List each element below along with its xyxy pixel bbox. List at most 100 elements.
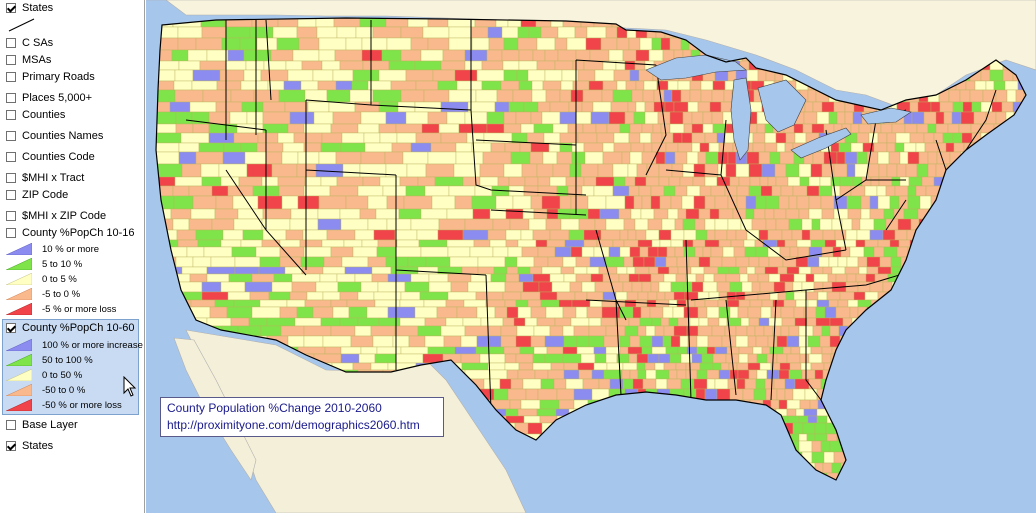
county-cell — [674, 185, 688, 197]
county-cell — [923, 132, 935, 144]
layer-counties-checkbox[interactable] — [6, 110, 16, 120]
layer-csas[interactable]: C SAs — [6, 35, 53, 51]
county-cell — [673, 325, 688, 337]
layer-msas-checkbox[interactable] — [6, 55, 16, 65]
county-cell — [935, 408, 950, 417]
county-cell — [448, 26, 472, 39]
layer-mhi-zip-checkbox[interactable] — [6, 211, 16, 221]
county-cell — [507, 246, 523, 258]
county-cell — [878, 451, 892, 464]
county-cell — [410, 273, 430, 283]
county-cell — [940, 399, 951, 410]
layer-counties[interactable]: Counties — [6, 107, 65, 123]
county-cell — [776, 142, 786, 153]
county-cell — [821, 101, 835, 113]
county-cell — [990, 185, 1006, 197]
county-cell — [811, 123, 825, 134]
county-cell — [177, 37, 197, 51]
county-cell — [808, 378, 822, 390]
county-cell — [476, 69, 505, 82]
county-cell — [394, 325, 419, 337]
county-cell — [634, 462, 646, 474]
layer-popch-10-16[interactable]: County %PopCh 10-16 — [6, 225, 135, 241]
county-cell — [446, 239, 475, 248]
layer-states-bottom[interactable]: States — [6, 438, 53, 454]
county-cell — [930, 273, 944, 283]
county-cell — [541, 195, 561, 210]
county-cell — [240, 80, 269, 91]
county-cell — [174, 69, 194, 82]
county-cell — [744, 291, 759, 301]
county-cell — [606, 123, 621, 134]
county-cell — [767, 229, 783, 241]
county-cell — [534, 369, 549, 380]
county-cell — [504, 281, 524, 293]
county-cell — [515, 111, 532, 125]
county-cell — [929, 346, 940, 355]
county-cell — [1001, 299, 1015, 308]
layer-csas-checkbox[interactable] — [6, 38, 16, 48]
county-cell — [990, 163, 1001, 178]
layer-popch-10-60-checkbox[interactable] — [6, 323, 16, 333]
layer-primary-roads-checkbox[interactable] — [6, 72, 16, 82]
caption-url[interactable]: http://proximityone.com/demographics2060… — [167, 418, 420, 432]
county-cell — [979, 362, 993, 371]
county-cell — [658, 472, 673, 480]
county-cell — [846, 256, 859, 268]
county-cell — [201, 291, 229, 301]
county-cell — [804, 101, 814, 113]
layer-zip-code-checkbox[interactable] — [6, 190, 16, 200]
county-cell — [685, 208, 700, 220]
county-cell — [554, 60, 574, 71]
county-cell — [844, 151, 858, 165]
layer-counties-names[interactable]: Counties Names — [6, 128, 103, 144]
county-cell — [591, 462, 608, 474]
layer-popch-10-16-checkbox[interactable] — [6, 228, 16, 238]
county-cell — [969, 89, 984, 103]
county-cell — [400, 346, 429, 355]
county-cell — [388, 60, 416, 71]
county-cell — [543, 132, 561, 144]
county-cell — [503, 69, 518, 82]
layer-popch-10-60[interactable]: County %PopCh 10-60 — [6, 320, 135, 336]
layer-base-layer[interactable]: Base Layer — [6, 417, 78, 433]
county-cell — [829, 325, 840, 337]
county-cell — [446, 208, 474, 220]
county-cell — [944, 415, 956, 424]
layer-counties-code-checkbox[interactable] — [6, 152, 16, 162]
layer-zip-code[interactable]: ZIP Code — [6, 187, 68, 203]
county-cell — [878, 176, 893, 187]
layer-msas[interactable]: MSAs — [6, 52, 51, 68]
layer-places-checkbox[interactable] — [6, 93, 16, 103]
layer-states-top-checkbox[interactable] — [6, 3, 16, 13]
county-cell — [954, 415, 968, 424]
layer-primary-roads[interactable]: Primary Roads — [6, 69, 95, 85]
county-cell — [917, 422, 928, 435]
layer-mhi-tract[interactable]: $MHI x Tract — [6, 170, 84, 186]
county-cell — [414, 60, 442, 71]
layer-states-bottom-checkbox[interactable] — [6, 441, 16, 451]
county-cell — [1020, 399, 1026, 410]
county-cell — [872, 408, 882, 417]
county-cell — [663, 325, 675, 337]
county-cell — [866, 256, 881, 268]
layer-counties-code[interactable]: Counties Code — [6, 149, 95, 165]
county-cell — [754, 239, 764, 248]
county-cell — [1019, 208, 1026, 220]
layer-counties-names-checkbox[interactable] — [6, 131, 16, 141]
layer-mhi-tract-checkbox[interactable] — [6, 173, 16, 183]
layer-places[interactable]: Places 5,000+ — [6, 90, 92, 106]
county-cell — [551, 281, 571, 293]
county-cell — [969, 408, 979, 417]
active-layer-group[interactable] — [2, 319, 139, 415]
county-cell — [544, 353, 564, 364]
county-cell — [229, 111, 248, 125]
county-cell — [178, 151, 197, 165]
county-cell — [517, 26, 530, 39]
layer-base-layer-checkbox[interactable] — [6, 420, 16, 430]
county-cell — [756, 353, 768, 364]
layer-states-top[interactable]: States — [6, 0, 53, 16]
county-cell — [920, 433, 934, 442]
county-cell — [500, 440, 519, 453]
layer-mhi-zip[interactable]: $MHI x ZIP Code — [6, 208, 106, 224]
